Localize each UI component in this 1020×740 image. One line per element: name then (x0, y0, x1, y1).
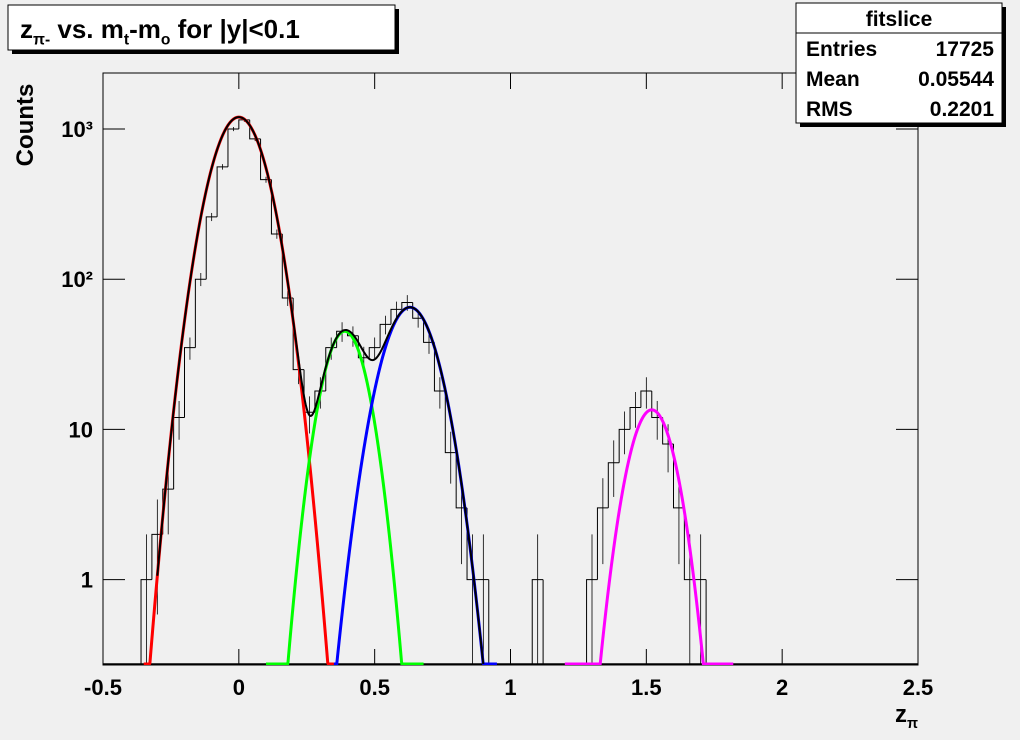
histogram-bin (379, 323, 391, 348)
x-tick-label: 1 (504, 675, 516, 700)
histogram-bin (618, 428, 631, 463)
y-tick-label: 10² (61, 267, 93, 292)
y-tick-label: 10³ (61, 117, 93, 142)
text-part: -m (129, 14, 161, 44)
histogram-bin (542, 579, 554, 665)
histogram-bin (444, 391, 457, 454)
histogram-bin (596, 507, 609, 580)
histogram-bin (629, 406, 641, 430)
stats-box: fitslice Entries 17725 Mean 0.05544 RMS 0.220… (795, 2, 1006, 127)
stats-value: 0.05544 (918, 68, 994, 91)
x-axis-label: zπ (895, 701, 918, 732)
histogram-bin (205, 216, 218, 280)
histogram-bin (140, 579, 152, 664)
fit-curve (266, 329, 424, 665)
histogram-bin (227, 128, 239, 167)
total-fit-curve (156, 116, 485, 665)
histogram-bin (423, 318, 435, 343)
text-part: z (895, 701, 907, 728)
stats-value: 17725 (936, 38, 995, 61)
text-part: vs. m (50, 14, 124, 44)
histogram-bin (390, 308, 402, 325)
histogram-bin (586, 579, 598, 664)
subscript: π (907, 716, 918, 732)
stats-name: Mean (806, 68, 860, 91)
x-tick-label: 1.5 (631, 675, 662, 700)
histogram-bin (607, 462, 620, 508)
stats-title: fitslice (866, 8, 933, 31)
x-tick-label: 0.5 (359, 675, 390, 700)
plot-frame (102, 72, 919, 666)
stats-name: Entries (806, 38, 877, 61)
histogram-bin (151, 533, 163, 580)
subscript: t (124, 32, 129, 49)
chart-title: zπ- vs. mt-mo for |y|<0.1 (20, 14, 300, 49)
title-box (7, 4, 396, 51)
fit-curve (564, 408, 734, 665)
subscript: π- (33, 32, 50, 49)
subscript: o (161, 32, 171, 49)
histogram-bin (531, 579, 544, 664)
histogram-bin (640, 390, 652, 408)
histogram-bin (194, 278, 207, 348)
y-tick-label: 10 (69, 417, 93, 442)
stats-panel (795, 2, 1003, 124)
y-axis-label: Counts (12, 84, 39, 167)
histogram-bin (683, 507, 696, 581)
x-tick-label: 2 (776, 675, 788, 700)
histogram-bin (368, 347, 381, 358)
x-tick-label: -0.5 (84, 675, 122, 700)
x-tick-label: 0 (233, 675, 245, 700)
histogram-bin (216, 166, 228, 217)
histogram-bin (673, 443, 685, 509)
text-part: z (20, 14, 33, 44)
histogram-bin (433, 342, 446, 392)
axes: -0.5 0 0.5 1 1.5 2 2.5 1 10 10² 10³ (61, 73, 933, 700)
text-part: for |y|<0.1 (170, 14, 299, 44)
x-tick-label: 2.5 (903, 675, 934, 700)
histogram-bin (401, 301, 413, 310)
stats-name: RMS (806, 98, 853, 121)
y-tick-label: 1 (81, 568, 93, 593)
plot-area (103, 115, 918, 665)
stats-value: 0.2201 (930, 98, 995, 121)
histogram-bin (184, 347, 196, 418)
